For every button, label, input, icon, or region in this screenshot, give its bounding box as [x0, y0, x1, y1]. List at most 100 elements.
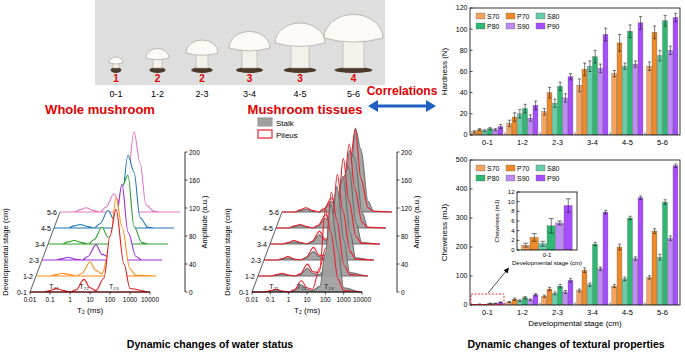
y-tick-label: 0	[189, 289, 193, 296]
legend-label: P70	[517, 165, 530, 172]
error-bar	[548, 87, 551, 98]
bar	[612, 74, 617, 135]
x-axis-title: T₂ (ms)	[77, 306, 104, 315]
bar	[617, 247, 622, 305]
stage-label: 5-6	[347, 89, 360, 99]
error-bar	[524, 104, 527, 112]
x-tick	[50, 292, 51, 295]
y-tick-label: 300	[456, 214, 468, 221]
legend-swatch	[536, 23, 545, 29]
legend-swatch	[476, 175, 485, 181]
plot-area	[472, 164, 678, 305]
legend-label: S70	[487, 165, 500, 172]
bar	[657, 257, 662, 305]
x-tick	[540, 303, 541, 306]
legend-swatch	[476, 23, 485, 29]
error-bar	[664, 200, 667, 205]
x-tick	[610, 133, 611, 136]
bar	[628, 218, 633, 305]
mushroom-cap	[146, 49, 169, 60]
error-bar	[566, 199, 571, 213]
legend-label: S70	[487, 13, 500, 20]
x-tick	[325, 292, 326, 295]
error-bar	[618, 244, 621, 250]
error-bar	[508, 302, 511, 303]
y-tick-label: 500	[456, 156, 468, 163]
y-tick-label: 160	[189, 177, 200, 184]
bar	[528, 300, 533, 305]
error-bar	[478, 129, 481, 131]
bar	[587, 285, 592, 305]
y-tick-label: 80	[401, 233, 409, 240]
y-tick-label: 160	[401, 177, 412, 184]
y-tick	[397, 292, 400, 293]
error-bar	[529, 299, 532, 301]
stage-label: 2-3	[195, 89, 208, 99]
y-tick-label: 0	[464, 131, 468, 138]
y-tick-label: 20	[460, 110, 468, 117]
mushroom-cap	[109, 57, 123, 64]
correlation-arrowhead	[368, 100, 378, 112]
x-tick-label: 0.01	[24, 296, 37, 303]
error-bar	[599, 64, 602, 72]
error-bar	[564, 94, 567, 102]
bar	[603, 212, 608, 305]
error-bar	[613, 70, 616, 76]
bar	[582, 69, 587, 135]
bar	[558, 286, 563, 305]
x-tick-label: 100	[105, 296, 116, 303]
x-tick	[30, 292, 31, 295]
ridge-curve	[270, 159, 380, 244]
error-bar	[674, 164, 677, 167]
x-tick	[505, 303, 506, 306]
error-bar	[543, 109, 546, 115]
x-tick-label: 1000	[336, 296, 351, 303]
y-tick	[470, 113, 473, 114]
y-tick	[470, 189, 473, 190]
y-tick	[397, 264, 400, 265]
zoom-arrow	[488, 270, 507, 293]
bar	[598, 269, 603, 305]
bar	[612, 286, 617, 305]
bar	[622, 279, 627, 305]
y-tick-label: 400	[456, 185, 468, 192]
bar	[663, 21, 668, 135]
error-bar	[483, 130, 486, 132]
y-tick-label: 0	[511, 247, 515, 253]
bar	[547, 289, 552, 305]
grade-label: 2	[155, 73, 161, 84]
x-tick-label: 5-6	[657, 138, 668, 147]
stage-label: 1-2	[23, 273, 33, 280]
grade-label: 1	[113, 73, 119, 84]
peak-label: T₂₃	[324, 283, 334, 290]
bar	[673, 18, 678, 135]
error-bar	[639, 16, 642, 29]
x-tick	[645, 133, 646, 136]
bar	[657, 56, 662, 135]
grade-label: 2	[199, 73, 205, 84]
y-tick	[517, 211, 520, 212]
ridge-curve	[258, 192, 368, 276]
ridge-curve	[30, 209, 150, 292]
legend-swatch	[506, 13, 515, 19]
error-bar	[473, 131, 476, 133]
y-tick-label: 120	[456, 4, 468, 11]
y-tick-label: 200	[189, 149, 200, 156]
y-tick	[517, 221, 520, 222]
bar	[652, 231, 657, 305]
y-tick-label: 100	[456, 272, 468, 279]
stage-label: 5-6	[47, 209, 57, 216]
y-tick	[470, 29, 473, 30]
plot-frame	[517, 192, 577, 250]
mushroom-cap	[186, 40, 218, 55]
stage-label: 2-3	[251, 257, 261, 264]
bar	[628, 31, 633, 135]
x-axis-title: Developmental stage (cm)	[528, 319, 622, 328]
error-bar	[523, 243, 528, 247]
x-tick	[270, 292, 271, 295]
x-tick-label: 0.1	[266, 296, 275, 303]
legend-label: Pileus	[276, 131, 298, 140]
y-axis-title: Chewiness (mJ)	[494, 199, 500, 242]
error-bar	[658, 50, 661, 61]
bar	[663, 202, 668, 305]
